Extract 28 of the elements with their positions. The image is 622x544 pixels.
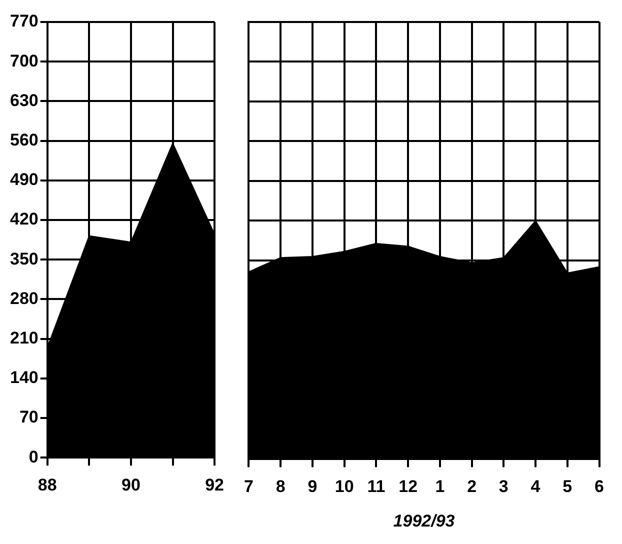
y-tick-label: 420	[10, 210, 38, 229]
x-tick-label: 88	[38, 475, 57, 494]
x-axis-title: 1992/93	[393, 511, 456, 530]
x-tick-label: 9	[308, 477, 318, 496]
y-tick-label: 770	[10, 12, 38, 31]
x-tick-label: 90	[121, 475, 140, 494]
y-tick-label: 700	[10, 51, 38, 70]
y-tick-label: 350	[10, 249, 38, 268]
x-tick-label: 4	[530, 477, 541, 496]
x-tick-label: 8	[276, 477, 286, 496]
y-tick-label: 210	[10, 328, 38, 348]
y-tick-label: 490	[10, 170, 38, 190]
y-tick-label: 140	[10, 368, 38, 388]
y-tick-label: 70	[19, 408, 38, 427]
x-tick-label: 10	[334, 477, 354, 496]
x-tick-label: 5	[562, 477, 572, 496]
x-tick-label: 1	[435, 477, 445, 496]
y-tick-label: 630	[10, 90, 38, 110]
x-tick-label: 6	[594, 477, 604, 496]
x-tick-label: 2	[467, 477, 477, 496]
x-tick-label: 7	[244, 477, 254, 496]
y-tick-label: 280	[10, 288, 38, 308]
x-tick-label: 3	[498, 477, 508, 496]
y-tick-label: 560	[10, 130, 38, 150]
x-tick-label: 12	[398, 477, 418, 496]
x-tick-label: 11	[367, 477, 386, 496]
y-tick-label: 0	[28, 447, 38, 466]
x-tick-label: 92	[205, 475, 224, 494]
